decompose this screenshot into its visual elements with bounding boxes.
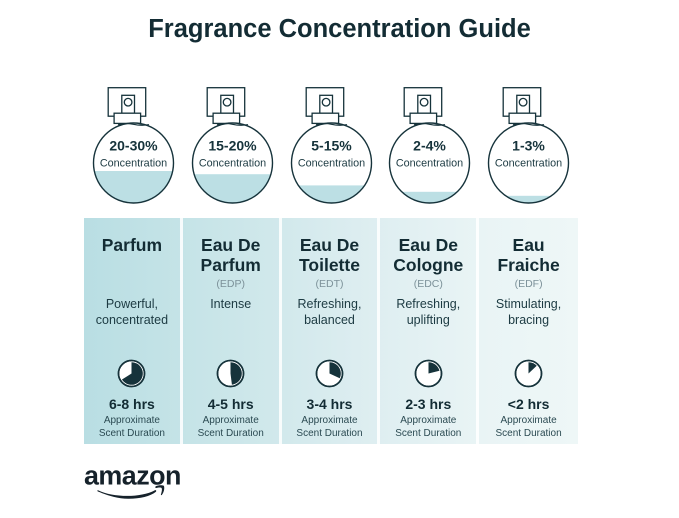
svg-text:Concentration: Concentration <box>297 158 364 170</box>
svg-text:Concentration: Concentration <box>199 158 266 170</box>
svg-text:amazon: amazon <box>84 460 181 490</box>
svg-text:1-3%: 1-3% <box>512 138 545 154</box>
svg-text:Concentration: Concentration <box>100 158 167 170</box>
svg-text:5-15%: 5-15% <box>311 138 352 154</box>
svg-text:20-30%: 20-30% <box>109 138 158 154</box>
svg-text:Concentration: Concentration <box>396 158 463 170</box>
svg-text:2-4%: 2-4% <box>413 138 446 154</box>
svg-text:Concentration: Concentration <box>495 158 562 170</box>
svg-text:15-20%: 15-20% <box>208 138 257 154</box>
